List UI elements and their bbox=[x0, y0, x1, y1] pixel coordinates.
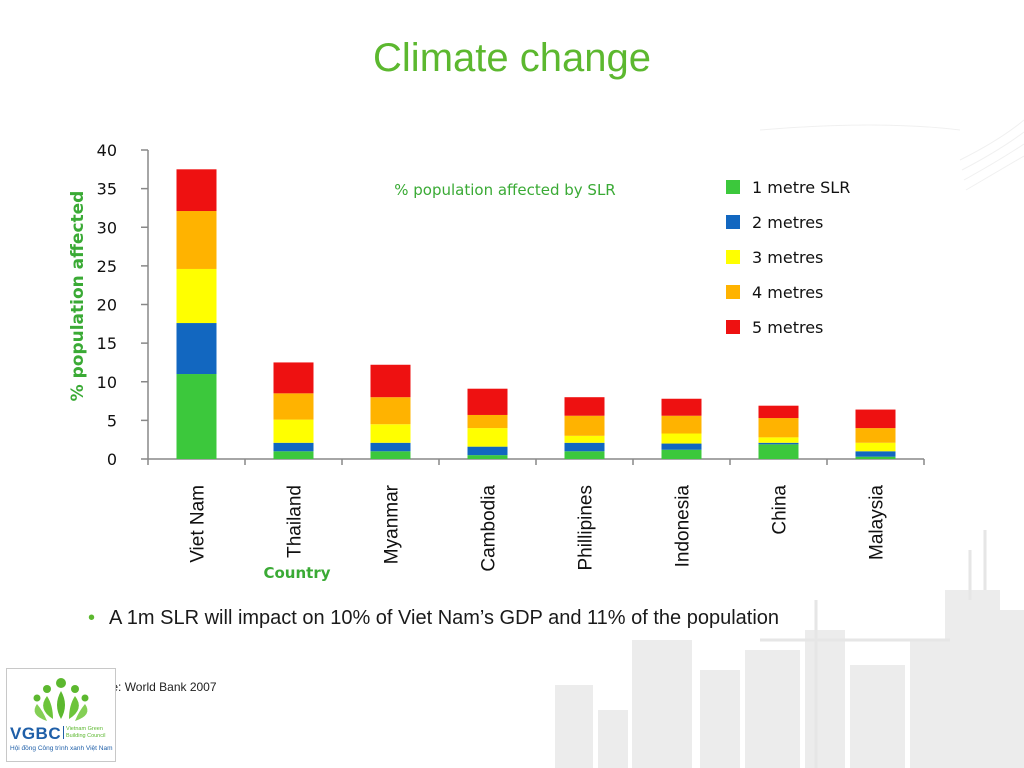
bar-segment bbox=[661, 449, 702, 459]
slide-title: Climate change bbox=[373, 36, 651, 80]
bar-segment bbox=[564, 451, 605, 459]
bar-segment bbox=[661, 433, 702, 444]
legend-label: 1 metre SLR bbox=[752, 178, 850, 197]
y-tick-label: 0 bbox=[107, 450, 117, 469]
green-leaf-people-icon bbox=[33, 678, 89, 721]
bar-segment bbox=[370, 424, 411, 443]
y-tick-label: 15 bbox=[97, 334, 117, 353]
bar-segment bbox=[758, 444, 799, 459]
x-tick-label: Viet Nam bbox=[188, 485, 209, 563]
x-axis-label: Country bbox=[263, 564, 330, 582]
bar-segment bbox=[855, 428, 896, 443]
bar-segment bbox=[758, 442, 799, 445]
bar-segment bbox=[176, 211, 217, 269]
bar-segment bbox=[176, 268, 217, 324]
x-tick-labels: Viet Nam Thailand Myanmar Cambodia Phillipin… bbox=[188, 484, 888, 571]
legend: 1 metre SLR 2 metres 3 metres 4 metres 5 met… bbox=[726, 178, 850, 337]
bar-segment bbox=[273, 451, 314, 459]
bar-segment bbox=[370, 442, 411, 452]
bar-segment bbox=[661, 443, 702, 450]
x-tick-label: China bbox=[770, 485, 791, 535]
y-tick-label: 30 bbox=[97, 218, 117, 237]
bullet-point: • A 1m SLR will impact on 10% of Viet Nam… bbox=[88, 607, 779, 630]
logo-vietnamese-name: Hội đồng Công trình xanh Việt Nam bbox=[10, 745, 113, 752]
bar-segment bbox=[855, 409, 896, 429]
bar-segment bbox=[564, 442, 605, 452]
y-axis-label: % population affected bbox=[68, 191, 88, 402]
bar-segment bbox=[370, 364, 411, 398]
logo-brand: VGBC bbox=[10, 724, 62, 743]
bar-segment bbox=[855, 442, 896, 452]
bar-segment bbox=[564, 435, 605, 443]
bar-segment bbox=[273, 362, 314, 394]
bar-segment bbox=[661, 398, 702, 416]
bar-segment bbox=[758, 405, 799, 419]
x-tick-label: Malaysia bbox=[867, 485, 888, 560]
x-axis bbox=[147, 458, 925, 465]
bar-segment bbox=[467, 388, 508, 415]
bars bbox=[176, 169, 896, 459]
x-tick-label: Phillipines bbox=[576, 485, 597, 571]
y-axis: 0 5 10 15 20 25 30 35 40 bbox=[97, 141, 149, 469]
bar-segment bbox=[467, 414, 508, 429]
legend-label: 3 metres bbox=[752, 248, 823, 267]
y-tick-label: 10 bbox=[97, 373, 117, 392]
bar-segment bbox=[564, 397, 605, 416]
bar-segment bbox=[855, 451, 896, 457]
chart-title: % population affected by SLR bbox=[394, 181, 615, 199]
y-tick-label: 5 bbox=[107, 411, 117, 430]
legend-swatch bbox=[726, 215, 740, 229]
bullet-icon: • bbox=[88, 607, 96, 629]
bullet-text: A 1m SLR will impact on 10% of Viet Nam’… bbox=[109, 607, 780, 629]
bar-segment bbox=[758, 418, 799, 438]
logo-subtitle: Vietnam Green Building Council bbox=[63, 726, 118, 739]
bar-segment bbox=[467, 428, 508, 447]
legend-label: 2 metres bbox=[752, 213, 823, 232]
bar-segment bbox=[758, 437, 799, 443]
legend-swatch bbox=[726, 250, 740, 264]
y-tick-label: 40 bbox=[97, 141, 117, 160]
bar-segment bbox=[176, 374, 217, 459]
bar-segment bbox=[661, 415, 702, 434]
bar-segment bbox=[273, 419, 314, 443]
x-tick-label: Myanmar bbox=[382, 484, 403, 564]
x-tick-label: Indonesia bbox=[673, 485, 694, 568]
bar-segment bbox=[176, 323, 217, 375]
bar-segment bbox=[370, 397, 411, 425]
legend-swatch bbox=[726, 285, 740, 299]
bar-segment bbox=[176, 169, 217, 212]
legend-swatch bbox=[726, 180, 740, 194]
x-tick-label: Thailand bbox=[285, 485, 306, 558]
bar-segment bbox=[273, 393, 314, 420]
bar-segment bbox=[273, 442, 314, 452]
legend-label: 5 metres bbox=[752, 318, 823, 337]
legend-swatch bbox=[726, 320, 740, 334]
bar-segment bbox=[467, 455, 508, 459]
bar-segment bbox=[855, 456, 896, 459]
bar-segment bbox=[564, 415, 605, 436]
legend-label: 4 metres bbox=[752, 283, 823, 302]
vgbc-logo: VGBC Vietnam Green Building Council Hội … bbox=[6, 668, 116, 762]
bar-segment bbox=[370, 451, 411, 459]
y-tick-label: 35 bbox=[97, 180, 117, 199]
bar-segment bbox=[467, 446, 508, 456]
x-tick-label: Cambodia bbox=[479, 485, 500, 572]
y-tick-label: 20 bbox=[97, 296, 117, 315]
y-tick-label: 25 bbox=[97, 257, 117, 276]
